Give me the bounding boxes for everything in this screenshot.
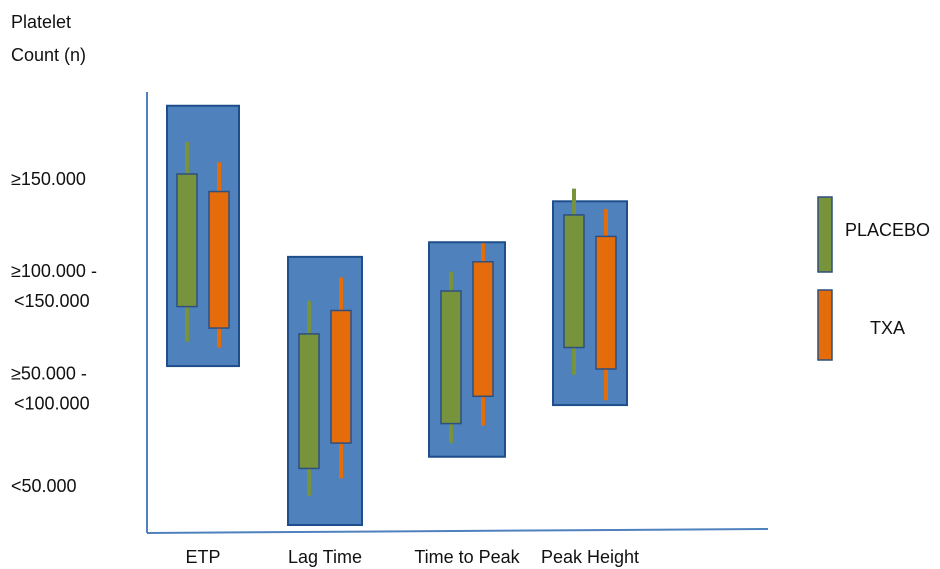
legend-label-txa: TXA <box>870 318 905 338</box>
y-tick-label: <100.000 <box>14 394 90 414</box>
box-series <box>176 141 617 496</box>
legend-swatch-txa <box>817 289 833 361</box>
y-tick-label: ≥100.000 - <box>11 261 97 281</box>
x-tick-label: Peak Height <box>541 547 639 567</box>
x-tick-label: Lag Time <box>288 547 362 567</box>
box-placebo-time-to-peak <box>440 290 462 425</box>
y-axis-label-line: Platelet <box>11 12 71 32</box>
y-tick-labels: ≥150.000 ≥100.000 - <150.000 ≥50.000 - <100.… <box>11 169 97 496</box>
x-tick-label: ETP <box>185 547 220 567</box>
x-axis-line <box>146 528 769 534</box>
box-placebo-etp <box>176 173 198 308</box>
box-txa-lag-time <box>330 309 352 444</box>
y-tick-label: <50.000 <box>11 476 77 496</box>
y-tick-label: <150.000 <box>14 291 90 311</box>
y-axis-label: Platelet Count (n) <box>11 12 86 65</box>
box-txa-etp <box>208 190 230 329</box>
x-tick-labels: ETP Lag Time Time to Peak Peak Height <box>185 547 639 567</box>
y-axis-label-line: Count (n) <box>11 45 86 65</box>
axes <box>146 92 769 534</box>
legend-swatch-placebo <box>817 196 833 273</box>
box-txa-time-to-peak <box>472 261 494 398</box>
y-tick-label: ≥150.000 <box>11 169 86 189</box>
y-tick-label: ≥50.000 - <box>11 364 87 384</box>
box-placebo-lag-time <box>298 333 320 470</box>
legend-label-placebo: PLACEBO <box>845 220 930 240</box>
box-txa-peak-height <box>595 235 617 370</box>
range-envelopes <box>166 104 628 526</box>
x-tick-label: Time to Peak <box>414 547 520 567</box>
legend: PLACEBO TXA <box>817 196 930 361</box>
box-placebo-peak-height <box>563 214 585 349</box>
